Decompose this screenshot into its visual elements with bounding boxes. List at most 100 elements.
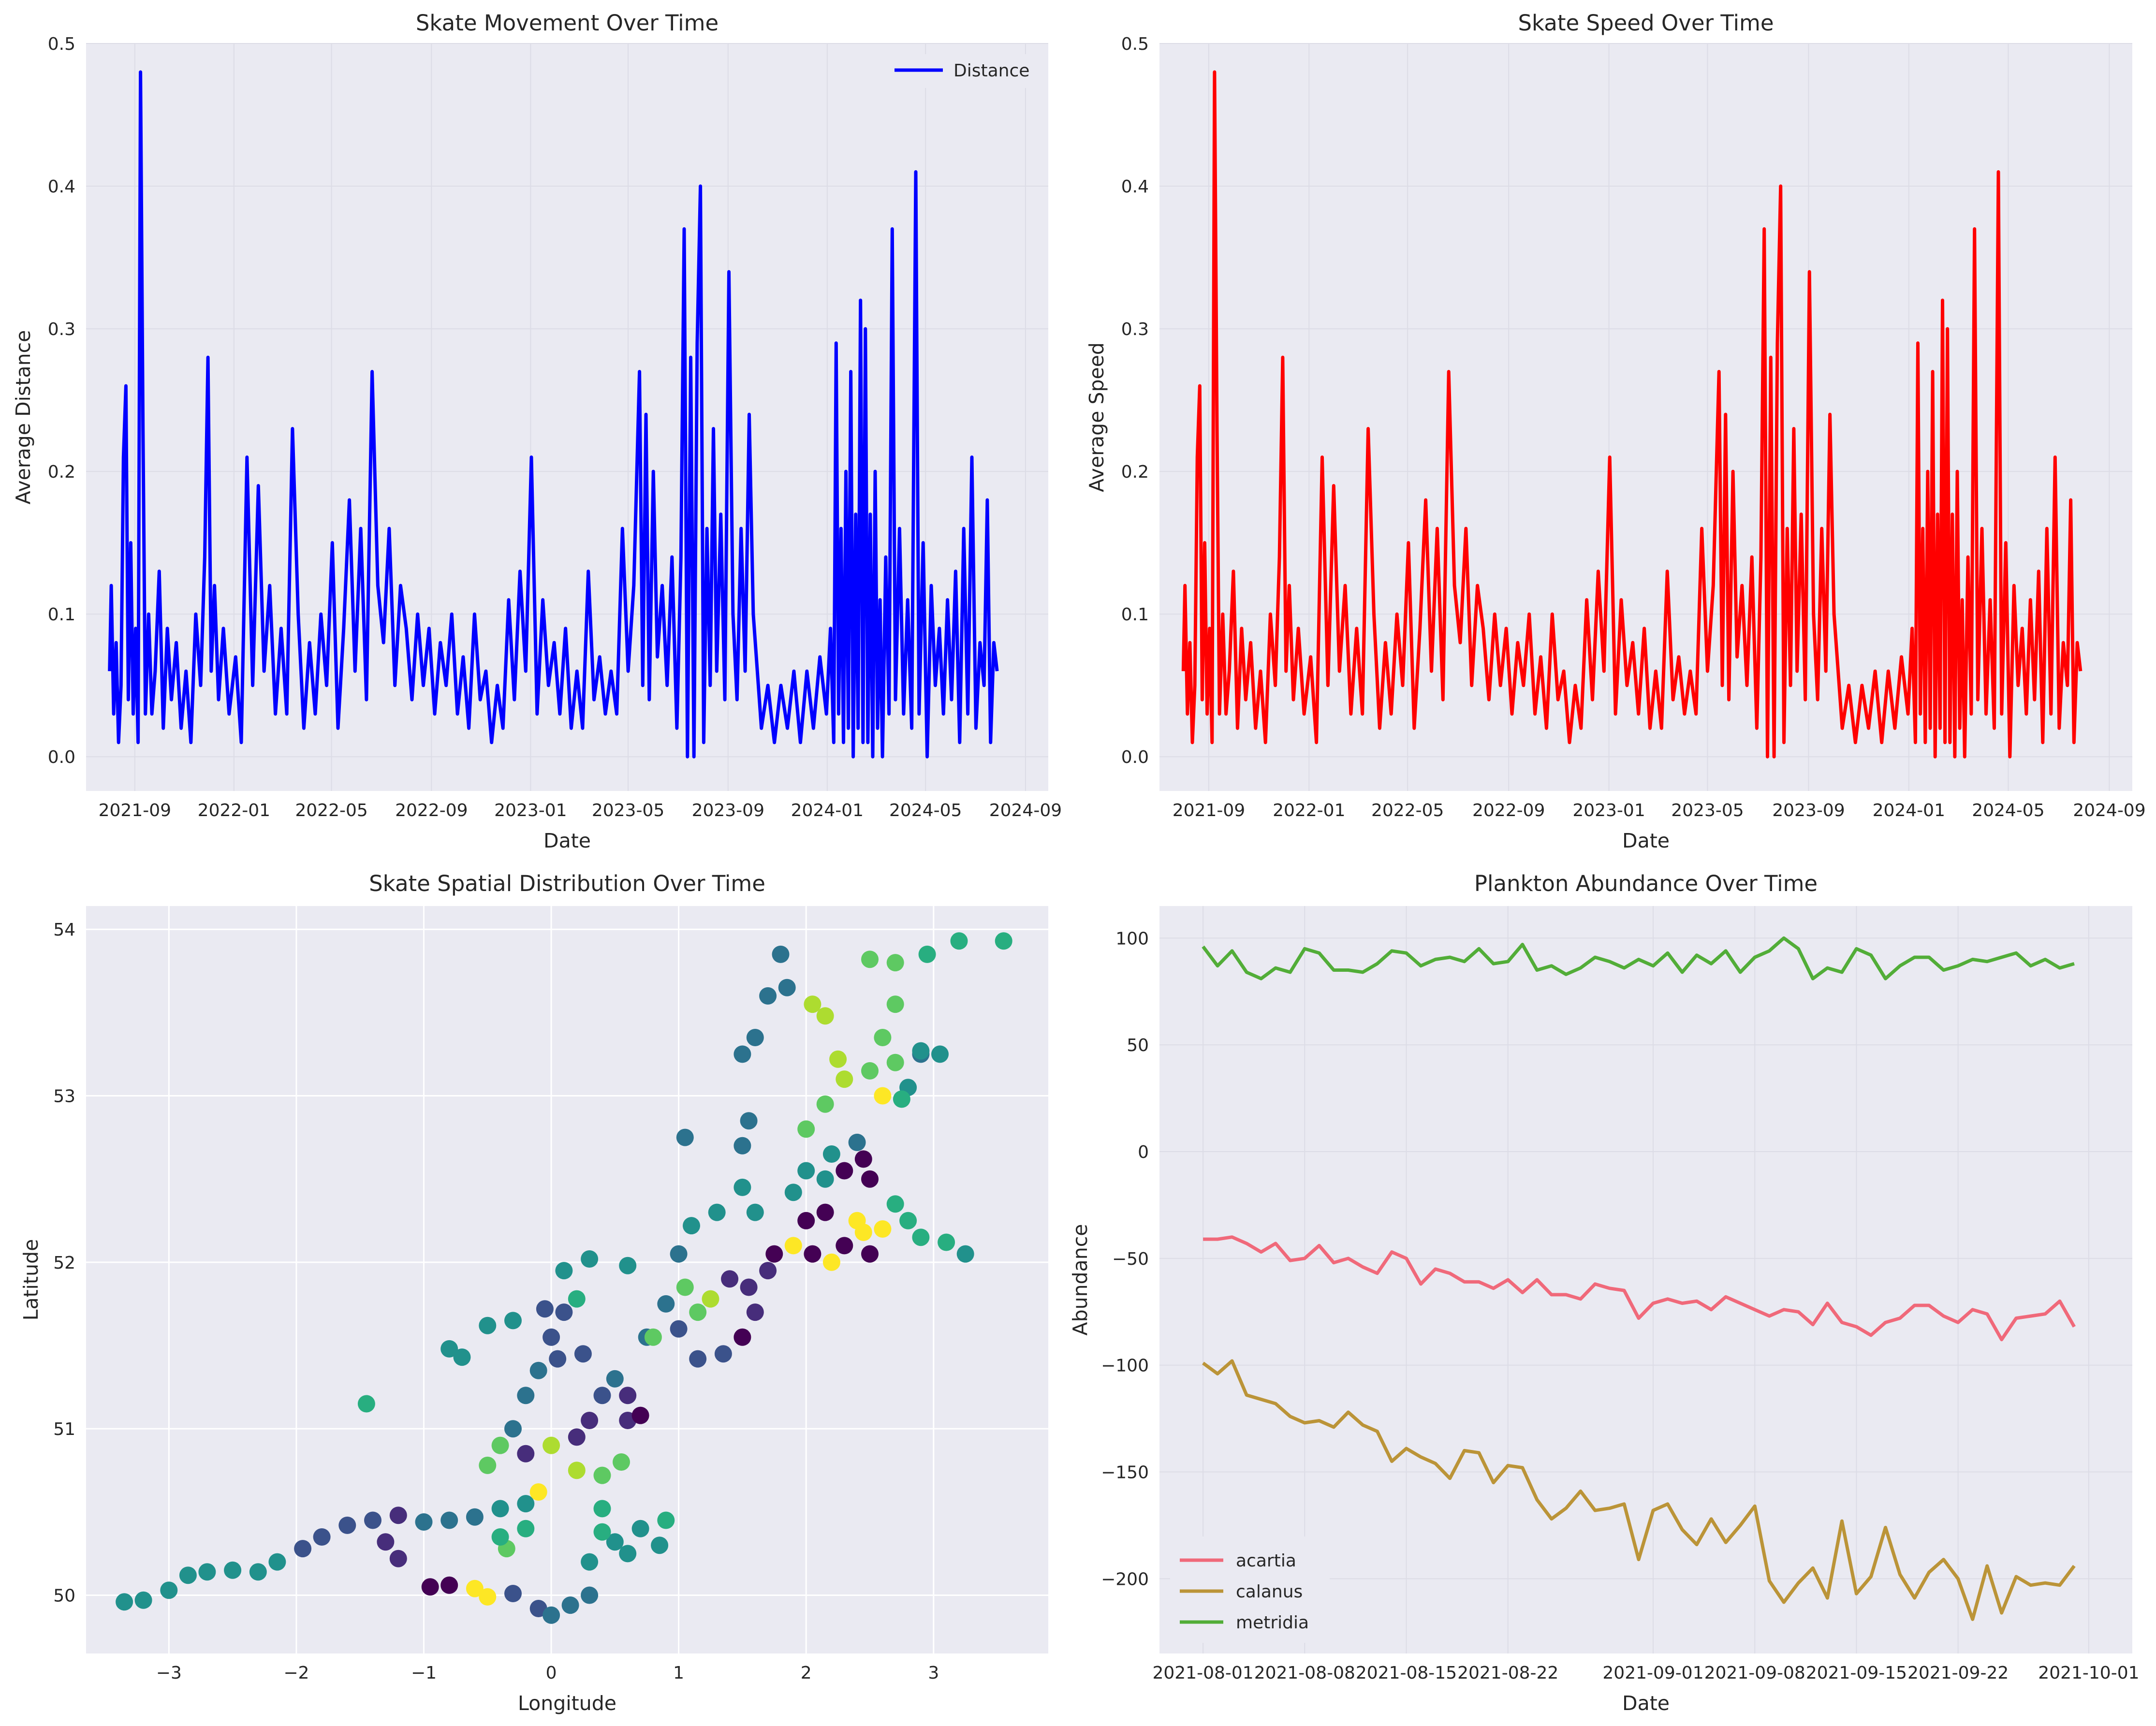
scatter-point bbox=[134, 1591, 152, 1609]
y-tick-label: −200 bbox=[1101, 1569, 1149, 1589]
y-tick-label: 0.1 bbox=[1121, 605, 1149, 625]
x-tick-label: 2024-01 bbox=[1873, 801, 1945, 820]
scatter-point bbox=[733, 1137, 751, 1155]
x-tick-label: 2021-09-22 bbox=[1907, 1663, 2009, 1683]
scatter-point bbox=[772, 945, 790, 963]
x-tick-label: 2024-01 bbox=[791, 801, 864, 820]
scatter-point bbox=[918, 945, 936, 963]
scatter-point bbox=[861, 1062, 879, 1080]
scatter-point bbox=[829, 1050, 847, 1068]
y-tick-label: 50 bbox=[1127, 1036, 1149, 1055]
x-tick-label: 2022-05 bbox=[1371, 801, 1444, 820]
x-tick-label: 2021-08-15 bbox=[1356, 1663, 1457, 1683]
y-axis-label: Abundance bbox=[1069, 1224, 1092, 1336]
scatter-point bbox=[874, 1087, 892, 1105]
scatter-point bbox=[874, 1220, 892, 1238]
scatter-point bbox=[543, 1606, 560, 1624]
scatter-point bbox=[759, 987, 777, 1005]
chart-title: Plankton Abundance Over Time bbox=[1474, 871, 1818, 896]
series-line-metridia bbox=[1202, 936, 2075, 980]
scatter-point bbox=[708, 1203, 726, 1221]
x-tick-label: 2021-10-01 bbox=[2038, 1663, 2139, 1683]
legend-label-metridia: metridia bbox=[1236, 1613, 1309, 1633]
scatter-point bbox=[581, 1586, 599, 1604]
x-tick-label: 2024-05 bbox=[889, 801, 962, 820]
scatter-point bbox=[746, 1303, 764, 1321]
scatter-point bbox=[689, 1303, 707, 1321]
x-tick-label: 2022-09 bbox=[395, 801, 468, 820]
x-tick-labels: 2021-09 2022-01 2022-05 2022-09 2023-01 2023-… bbox=[1173, 801, 2146, 820]
x-tick-label: 0 bbox=[546, 1663, 557, 1683]
scatter-point bbox=[517, 1495, 535, 1513]
scatter-point bbox=[631, 1520, 649, 1537]
scatter-point bbox=[619, 1387, 637, 1404]
scatter-point bbox=[529, 1483, 547, 1501]
scatter-point bbox=[740, 1278, 758, 1296]
scatter-point bbox=[574, 1345, 592, 1363]
scatter-point bbox=[619, 1545, 637, 1563]
scatter-point bbox=[568, 1462, 586, 1479]
x-tick-label: 2023-09 bbox=[692, 801, 764, 820]
y-tick-label: 0.4 bbox=[48, 177, 75, 197]
series-line-acartia bbox=[1203, 1235, 2076, 1342]
scatter-point bbox=[657, 1511, 675, 1529]
scatter-point bbox=[644, 1328, 662, 1346]
x-tick-labels: 2021-08-01 2021-08-08 2021-08-15 2021-08-22… bbox=[1152, 1663, 2139, 1683]
series-line-distance bbox=[108, 70, 999, 759]
legend: acartia calanus metridia bbox=[1170, 1536, 1330, 1643]
scatter-point bbox=[440, 1576, 458, 1594]
y-tick-label: 100 bbox=[1115, 929, 1149, 949]
scatter-point bbox=[529, 1361, 547, 1379]
scatter-point bbox=[491, 1500, 509, 1518]
scatter-point bbox=[555, 1262, 573, 1280]
y-tick-label: 0.1 bbox=[48, 605, 75, 625]
x-tick-label: 2 bbox=[801, 1663, 812, 1683]
scatter-point bbox=[338, 1516, 356, 1534]
scatter-point bbox=[886, 1053, 904, 1071]
scatter-point bbox=[676, 1278, 694, 1296]
scatter-point bbox=[549, 1350, 567, 1368]
scatter-point bbox=[702, 1290, 719, 1308]
x-tick-label: 2023-05 bbox=[1671, 801, 1744, 820]
y-tick-label: −50 bbox=[1112, 1249, 1149, 1269]
x-tick-label: 2021-09-01 bbox=[1602, 1663, 1703, 1683]
scatter-point bbox=[504, 1420, 522, 1438]
y-tick-label: −100 bbox=[1101, 1356, 1149, 1376]
scatter-point bbox=[689, 1350, 707, 1368]
y-tick-label: −150 bbox=[1101, 1463, 1149, 1483]
y-tick-label: 52 bbox=[53, 1253, 75, 1273]
line-series bbox=[108, 70, 999, 759]
x-tick-label: 2021-09-08 bbox=[1704, 1663, 1805, 1683]
scatter-point bbox=[619, 1257, 637, 1274]
scatter-point bbox=[581, 1250, 599, 1268]
scatter-point bbox=[517, 1520, 535, 1537]
scatter-point bbox=[816, 1007, 834, 1025]
scatter-point bbox=[268, 1553, 286, 1571]
scatter-point bbox=[453, 1348, 471, 1366]
scatter-point bbox=[543, 1436, 560, 1454]
scatter-point bbox=[886, 954, 904, 972]
scatter-point bbox=[593, 1523, 611, 1541]
scatter-point bbox=[294, 1540, 312, 1558]
scatter-point bbox=[389, 1507, 407, 1524]
scatter-points bbox=[116, 932, 1012, 1624]
panel-plankton: Plankton Abundance Over Time Date Abunda… bbox=[1069, 871, 2140, 1715]
series-line-calanus bbox=[1202, 1359, 2076, 1621]
y-tick-label: 0.4 bbox=[1121, 177, 1149, 197]
x-axis-label: Date bbox=[543, 829, 591, 852]
x-axis-label: Longitude bbox=[518, 1692, 616, 1715]
x-tick-label: 2024-09 bbox=[989, 801, 1062, 820]
scatter-point bbox=[938, 1233, 955, 1251]
scatter-point bbox=[568, 1290, 586, 1308]
y-tick-label: 0.2 bbox=[48, 462, 75, 482]
scatter-point bbox=[733, 1328, 751, 1346]
scatter-point bbox=[759, 1262, 777, 1280]
x-tick-label: 2023-05 bbox=[592, 801, 664, 820]
scatter-point bbox=[765, 1245, 783, 1263]
y-tick-label: 0.0 bbox=[1121, 747, 1149, 767]
x-axis-label: Date bbox=[1622, 1692, 1670, 1715]
plot-area bbox=[86, 906, 1048, 1653]
y-tick-label: 0.0 bbox=[48, 747, 75, 767]
scatter-point bbox=[555, 1303, 573, 1321]
x-tick-label: 2022-01 bbox=[1273, 801, 1345, 820]
